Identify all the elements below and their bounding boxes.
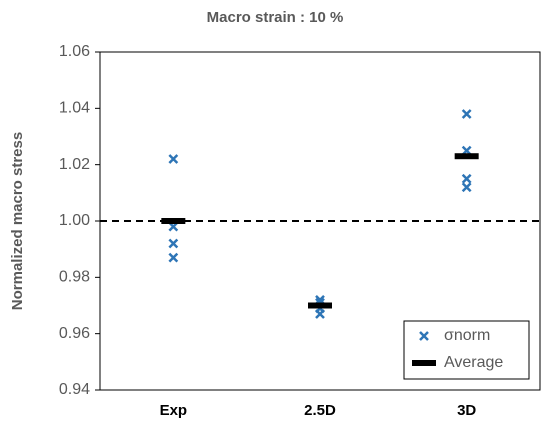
cross-marker xyxy=(461,182,472,193)
average-marker xyxy=(308,302,332,309)
y-tick-label: 1.04 xyxy=(59,100,90,117)
y-tick-label: 0.94 xyxy=(59,381,90,398)
legend-symbol xyxy=(412,360,436,366)
legend-label: Average xyxy=(444,354,503,371)
chart-title: Macro strain : 10 % xyxy=(207,9,344,26)
cross-marker xyxy=(315,309,325,319)
average-marker xyxy=(454,153,479,160)
average-marker xyxy=(161,218,186,224)
cross-marker xyxy=(461,109,472,119)
y-tick-label: 1.02 xyxy=(59,156,90,173)
x-tick-label: 3D xyxy=(457,402,476,419)
legend-label: σnorm xyxy=(444,327,490,344)
x-tick-label: Exp xyxy=(160,402,188,419)
y-tick-label: 1.06 xyxy=(59,43,90,60)
y-tick-label: 0.98 xyxy=(59,269,90,286)
y-axis-label: Normalized macro stress xyxy=(9,132,26,310)
x-tick-label: 2.5D xyxy=(304,402,336,419)
cross-marker xyxy=(461,173,472,184)
legend-symbol xyxy=(419,331,429,341)
legend-box xyxy=(403,320,530,380)
y-tick-label: 1.00 xyxy=(59,212,90,229)
cross-marker xyxy=(168,238,179,249)
y-tick-label: 0.96 xyxy=(59,325,90,342)
cross-marker xyxy=(168,154,179,164)
cross-marker xyxy=(168,252,179,263)
